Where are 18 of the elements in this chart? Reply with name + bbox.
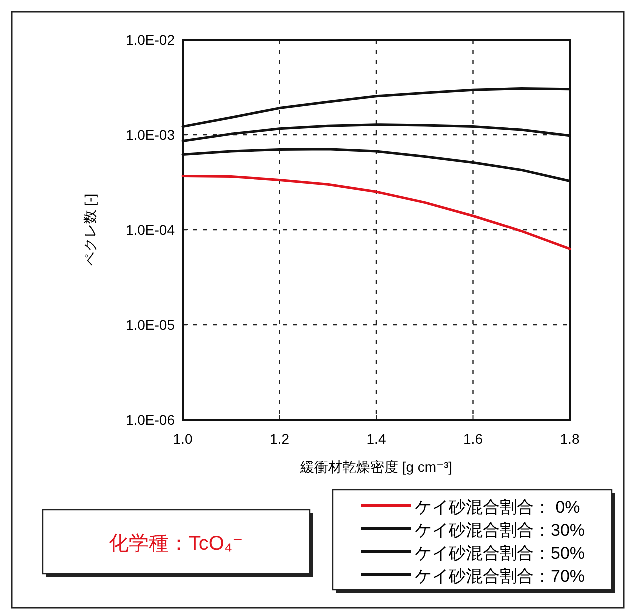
y-tick-label: 1.0E-06 xyxy=(126,412,176,428)
y-tick-label: 1.0E-03 xyxy=(126,127,176,143)
x-tick-label: 1.8 xyxy=(560,431,580,447)
x-tick-label: 1.4 xyxy=(366,431,386,447)
text: 化学種：TcO₄⁻ xyxy=(108,533,244,555)
x-tick-label: 1.6 xyxy=(464,431,484,447)
x-axis-title: 緩衝材乾燥密度 [g cm⁻³] xyxy=(299,459,453,475)
legend-label: ケイ砂混合割合：70% xyxy=(415,567,586,586)
x-tick-label: 1.2 xyxy=(270,431,290,447)
legend-label: ケイ砂混合割合： 0% xyxy=(415,498,580,517)
line-series xyxy=(182,174,572,250)
x-tick-label: 1.0 xyxy=(173,431,193,447)
y-tick-label: 1.0E-02 xyxy=(126,32,176,48)
y-tick-label: 1.0E-04 xyxy=(126,222,176,238)
y-tick-label: 1.0E-05 xyxy=(126,317,176,333)
legend-label: ケイ砂混合割合：50% xyxy=(415,544,586,563)
y-axis-title: ペクレ数 [-] xyxy=(82,194,98,266)
legend-label: ケイ砂混合割合：30% xyxy=(415,521,586,540)
